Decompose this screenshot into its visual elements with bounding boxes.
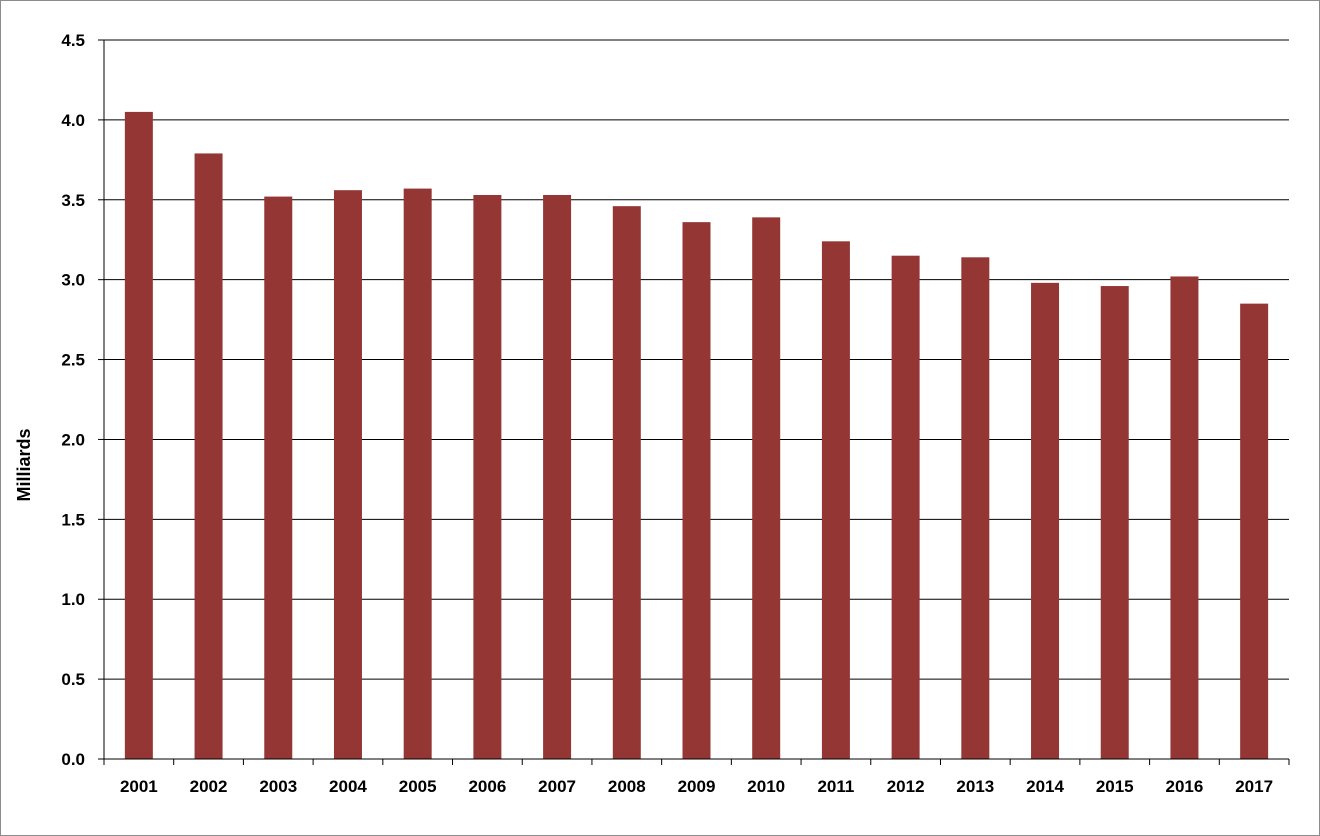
bar-2015 (1100, 286, 1129, 759)
x-tick-label: 2005 (399, 777, 437, 796)
x-tick-label: 2009 (678, 777, 716, 796)
bar-2011 (821, 241, 850, 759)
bar-2013 (961, 257, 990, 759)
y-tick-label: 2.5 (61, 351, 85, 370)
bar-2016 (1170, 276, 1199, 759)
y-tick-label: 0.0 (61, 750, 85, 769)
y-tick-label: 3.0 (61, 271, 85, 290)
x-tick-label: 2003 (259, 777, 297, 796)
bars (124, 111, 1269, 760)
bar-2007 (543, 194, 572, 760)
bar-2010 (752, 217, 781, 759)
bar-2017 (1240, 303, 1269, 759)
y-tick-labels: 0.0 0.5 1.0 1.5 2.0 2.5 3.0 3.5 4.0 4.5 (61, 31, 85, 769)
axes (98, 39, 1290, 765)
bar-2008 (612, 206, 641, 759)
x-tick-label: 2006 (468, 777, 506, 796)
x-tick-label: 2008 (608, 777, 646, 796)
x-tick-label: 2011 (817, 777, 854, 796)
y-tick-label: 0.5 (61, 670, 85, 689)
bar-2006 (473, 194, 502, 760)
bar-2002 (194, 153, 223, 760)
y-tick-label: 4.5 (61, 31, 85, 50)
x-tick-label: 2007 (538, 777, 576, 796)
x-tick-label: 2012 (887, 777, 925, 796)
x-tick-label: 2017 (1235, 777, 1273, 796)
bar-2009 (682, 222, 711, 759)
bar-2012 (891, 255, 920, 759)
x-tick-label: 2013 (956, 777, 994, 796)
bar-2014 (1031, 282, 1060, 759)
x-tick-label: 2004 (329, 777, 367, 796)
x-tick-label: 2016 (1166, 777, 1204, 796)
bar-2003 (264, 196, 293, 760)
y-tick-label: 4.0 (61, 111, 85, 130)
x-tick-label: 2002 (190, 777, 228, 796)
x-tick-label: 2014 (1026, 777, 1064, 796)
bar-2001 (124, 111, 153, 759)
y-axis-title: Milliards (14, 428, 34, 501)
y-tick-label: 1.0 (61, 590, 85, 609)
y-tick-label: 1.5 (61, 510, 85, 529)
x-tick-label: 2010 (747, 777, 785, 796)
x-tick-labels: 2001 2002 2003 2004 2005 2006 2007 2008 2009 2010… (120, 777, 1273, 796)
x-tick-label: 2001 (120, 777, 158, 796)
bar-2005 (403, 188, 432, 760)
y-tick-label: 3.5 (61, 191, 85, 210)
x-tick-label: 2015 (1096, 777, 1134, 796)
bar-2004 (333, 190, 362, 760)
y-tick-label: 2.0 (61, 430, 85, 449)
